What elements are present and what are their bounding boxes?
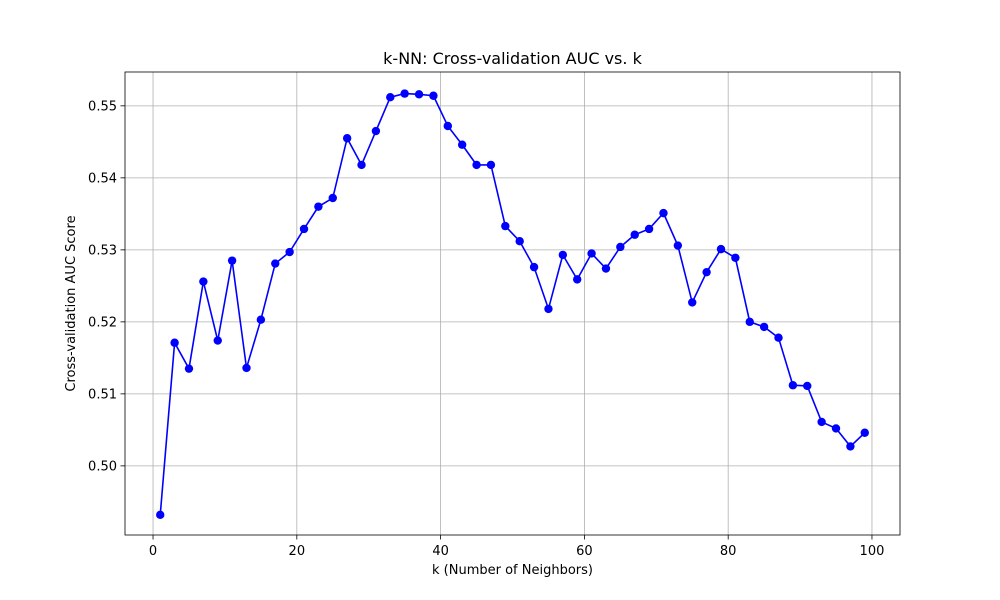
x-axis-label: k (Number of Neighbors) [432,563,593,578]
x-tick-label: 40 [432,544,449,559]
data-point [846,442,855,451]
data-point [702,267,711,277]
y-tick-label: 0.50 [88,459,117,474]
data-point [501,221,510,231]
data-point [429,91,438,100]
plot-frame [124,71,901,536]
data-point [644,224,654,234]
data-point [745,317,754,327]
data-point [731,253,740,262]
data-point [716,244,726,254]
data-point [515,237,524,246]
data-point [156,510,165,520]
data-point [558,250,568,260]
data-point [184,364,194,373]
data-point [400,89,409,98]
x-tick-label: 60 [576,544,593,559]
data-point [616,242,625,252]
y-tick-label: 0.52 [88,315,117,330]
data-point [688,298,697,307]
y-tick-label: 0.54 [88,171,117,186]
chart-title: k-NN: Cross-validation AUC vs. k [383,49,642,68]
data-point [457,140,467,149]
data-point [529,262,539,272]
x-axis: 0 20 40 60 80 100 [149,535,884,559]
data-point [285,247,294,257]
data-point [860,428,869,437]
y-tick-label: 0.51 [88,387,117,402]
data-point [314,202,323,211]
data-point [213,336,222,345]
data-point [659,208,668,218]
data-point [803,381,812,391]
data-point [817,417,826,427]
data-point [328,193,337,203]
data-point [256,315,266,324]
data-point [371,126,381,136]
data-point [170,338,179,347]
x-tick-label: 0 [149,544,157,559]
data-point [587,249,596,258]
data-point [342,134,352,143]
data-point [788,381,798,390]
data-point [386,93,395,102]
x-tick-label: 100 [860,544,885,559]
data-point [673,241,683,250]
data-point [774,333,783,342]
x-tick-label: 80 [720,544,737,559]
data-point [271,259,280,268]
data-point [414,90,424,99]
data-point [831,424,841,433]
y-axis-label: Cross-validation AUC Score [64,215,79,391]
data-point [299,224,309,234]
data-point [573,275,582,284]
y-tick-label: 0.53 [88,243,117,258]
y-axis: 0.50 0.51 0.52 0.53 0.54 0.55 [88,99,125,474]
x-tick-label: 20 [289,544,306,559]
data-point [544,304,553,314]
y-tick-label: 0.55 [88,99,117,114]
data-point [242,363,251,373]
series-auc [156,89,869,520]
data-point [759,322,769,332]
data-point [443,121,452,131]
data-point [486,160,496,170]
data-point [472,160,481,170]
data-point [357,160,366,170]
data-point [199,277,208,286]
grid [125,72,900,535]
data-point [630,230,639,239]
data-point [601,264,611,273]
data-point [227,256,237,265]
